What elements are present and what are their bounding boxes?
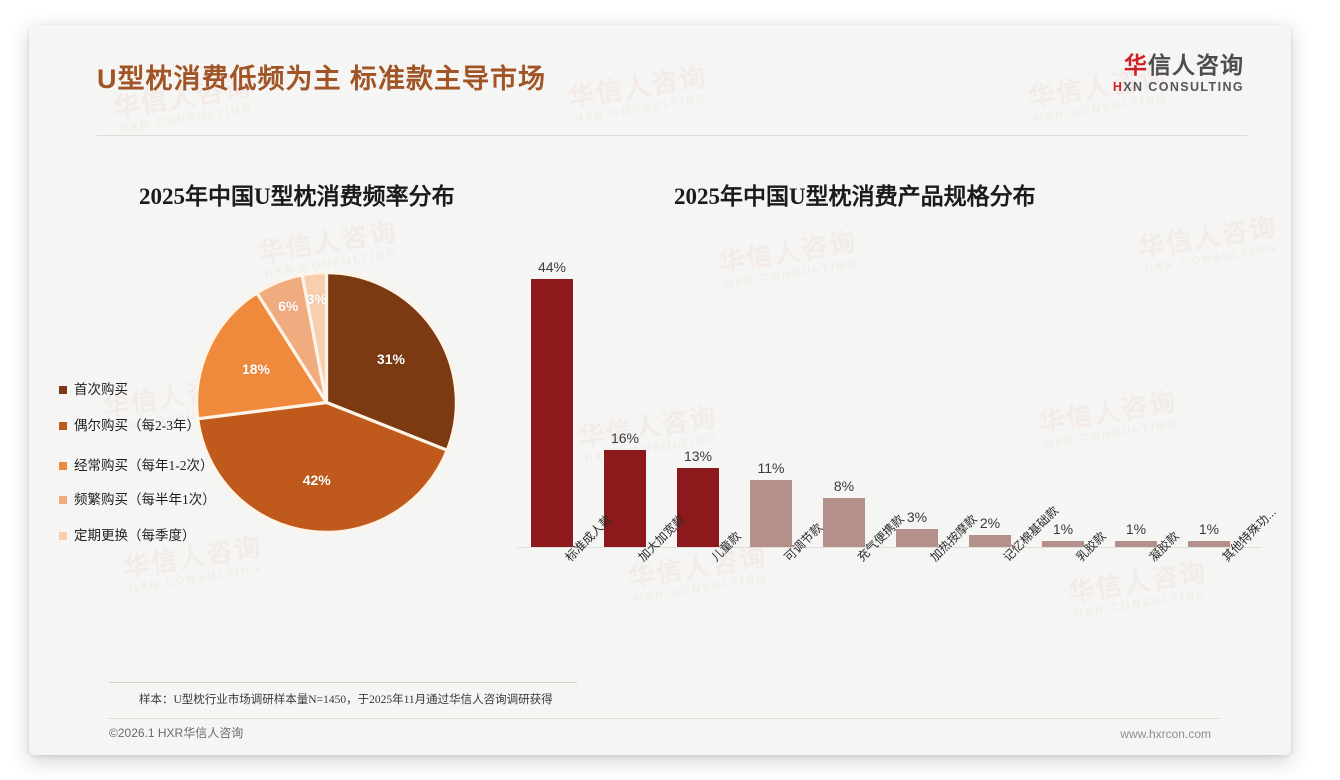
bar-rect <box>896 528 938 547</box>
bar-rect <box>531 279 573 547</box>
slide: 华信人咨询 HXN CONSULTING 华信人咨询 HXN CONSULTIN… <box>29 25 1291 755</box>
pie-legend-label: 频繁购买（每半年1次） <box>74 492 216 507</box>
bar-column[interactable]: 1% <box>1042 515 1084 547</box>
bar-value-label: 13% <box>683 447 713 464</box>
bar-rect <box>604 449 646 547</box>
bar-rect <box>1042 540 1084 547</box>
bar-value-label: 1% <box>1198 520 1220 537</box>
pie-legend-item[interactable]: 经常购买（每年1-2次） <box>59 456 214 477</box>
legend-swatch-icon <box>59 386 67 394</box>
pie-legend-label: 偶尔购买（每2-3年） <box>74 418 200 433</box>
bar-rect <box>1115 540 1157 547</box>
pie-chart-panel: 首次购买偶尔购买（每2-3年） 经常购买（每年1-2次） 频繁购买（每半年1次） 定期… <box>59 225 529 655</box>
pie-legend-item[interactable]: 偶尔购买（每2-3年） <box>59 416 209 437</box>
bar-plot: 44% 16% 13% 11% 8% 3% 2% 1% 1% 1% <box>509 217 1269 547</box>
bar-chart-title: 2025年中国U型枕消费产品规格分布 <box>674 184 1036 209</box>
legend-swatch-icon <box>59 532 67 540</box>
bar-column[interactable]: 16% <box>604 424 646 547</box>
bar-column[interactable]: 44% <box>531 253 573 547</box>
pie-slice-label: 18% <box>241 361 271 378</box>
pie-slice-label: 31% <box>376 350 405 367</box>
bar-value-label: 1% <box>1052 520 1074 537</box>
bar-rect <box>823 498 865 547</box>
logo-en-h: H <box>1112 80 1124 95</box>
slide-footer: 样本：U型枕行业市场调研样本量N=1450，于2025年11月通过华信人咨询调研… <box>29 660 1291 755</box>
logo-chinese: 华信人咨询 <box>1113 53 1244 77</box>
bar-column[interactable]: 11% <box>750 454 792 547</box>
pie-svg <box>195 271 458 534</box>
slide-header: U型枕消费低频为主 标准款主导市场 华信人咨询 HXN CONSULTING <box>29 25 1291 136</box>
bar-baseline-axis <box>517 547 1261 548</box>
bar-column[interactable]: 1% <box>1188 515 1230 547</box>
charts-area: 2025年中国U型枕消费频率分布 2025年中国U型枕消费产品规格分布 首次购买… <box>29 155 1291 675</box>
bar-value-label: 44% <box>537 259 567 275</box>
bar-column[interactable]: 13% <box>677 442 719 547</box>
logo-en-rest: XN CONSULTING <box>1123 80 1244 95</box>
bar-column[interactable]: 1% <box>1115 515 1157 547</box>
bar-rect <box>969 534 1011 547</box>
pie-legend-label: 首次购买 <box>74 382 128 397</box>
pie-legend-item[interactable]: 首次购买 <box>59 380 209 401</box>
pie-slice <box>195 290 330 421</box>
bar-column[interactable]: 2% <box>969 509 1011 547</box>
pie-slice-label: 6% <box>278 297 299 314</box>
legend-swatch-icon <box>59 496 67 504</box>
pie-chart-title: 2025年中国U型枕消费频率分布 <box>139 184 455 209</box>
bar-value-label: 2% <box>979 514 1001 531</box>
bar-rect <box>677 467 719 547</box>
bar-value-label: 8% <box>833 478 855 495</box>
bar-column[interactable]: 8% <box>823 472 865 547</box>
pie-slice-label: 42% <box>302 471 331 488</box>
header-divider <box>97 135 1247 136</box>
pie-legend-label: 经常购买（每年1-2次） <box>74 458 214 473</box>
sample-divider-top <box>109 682 577 683</box>
copyright-text: ©2026.1 HXR华信人咨询 <box>109 726 244 740</box>
bar-chart-panel: 44% 16% 13% 11% 8% 3% 2% 1% 1% 1% 标准成人款 加大加宽款 儿童款 可调… <box>509 217 1279 657</box>
pie-chart: 31% 42% 18% 6% 3% <box>194 270 459 535</box>
pie-legend-item[interactable]: 频繁购买（每半年1次） <box>59 490 216 511</box>
pie-legend-item[interactable]: 定期更换（每季度） <box>59 526 209 547</box>
legend-swatch-icon <box>59 422 67 430</box>
pie-legend-label: 定期更换（每季度） <box>74 528 196 543</box>
pie-slice <box>195 400 450 534</box>
website-url: www.hxrcon.com <box>1120 727 1211 741</box>
sample-note: 样本：U型枕行业市场调研样本量N=1450，于2025年11月通过华信人咨询调研… <box>139 694 553 706</box>
bar-rect <box>750 480 792 547</box>
bar-value-label: 16% <box>610 429 640 446</box>
logo-english: HXN CONSULTING <box>1113 80 1244 94</box>
pie-slice <box>324 271 458 453</box>
pie-slice <box>300 271 329 403</box>
bar-value-label: 11% <box>757 460 785 476</box>
logo-cn-rest: 信人咨询 <box>1148 52 1244 78</box>
bar-value-label: 1% <box>1125 520 1147 537</box>
bar-value-label: 3% <box>906 508 928 525</box>
bar-rect <box>1188 540 1230 547</box>
logo-hua-char: 华 <box>1124 52 1148 78</box>
legend-swatch-icon <box>59 462 67 470</box>
page-title: U型枕消费低频为主 标准款主导市场 <box>97 64 546 94</box>
brand-logo: 华信人咨询 HXN CONSULTING <box>1113 53 1244 94</box>
footer-divider <box>109 718 1219 719</box>
pie-slice-label: 3% <box>306 291 327 308</box>
bar-column[interactable]: 3% <box>896 503 938 547</box>
